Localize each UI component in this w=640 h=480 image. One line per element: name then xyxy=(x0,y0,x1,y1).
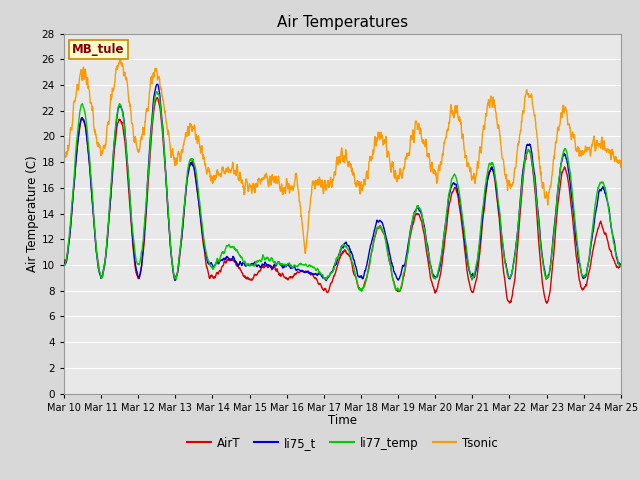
Title: Air Temperatures: Air Temperatures xyxy=(277,15,408,30)
X-axis label: Time: Time xyxy=(328,414,357,427)
Text: MB_tule: MB_tule xyxy=(72,43,125,56)
Legend: AirT, li75_t, li77_temp, Tsonic: AirT, li75_t, li77_temp, Tsonic xyxy=(182,432,502,454)
Y-axis label: Air Temperature (C): Air Temperature (C) xyxy=(26,156,39,272)
